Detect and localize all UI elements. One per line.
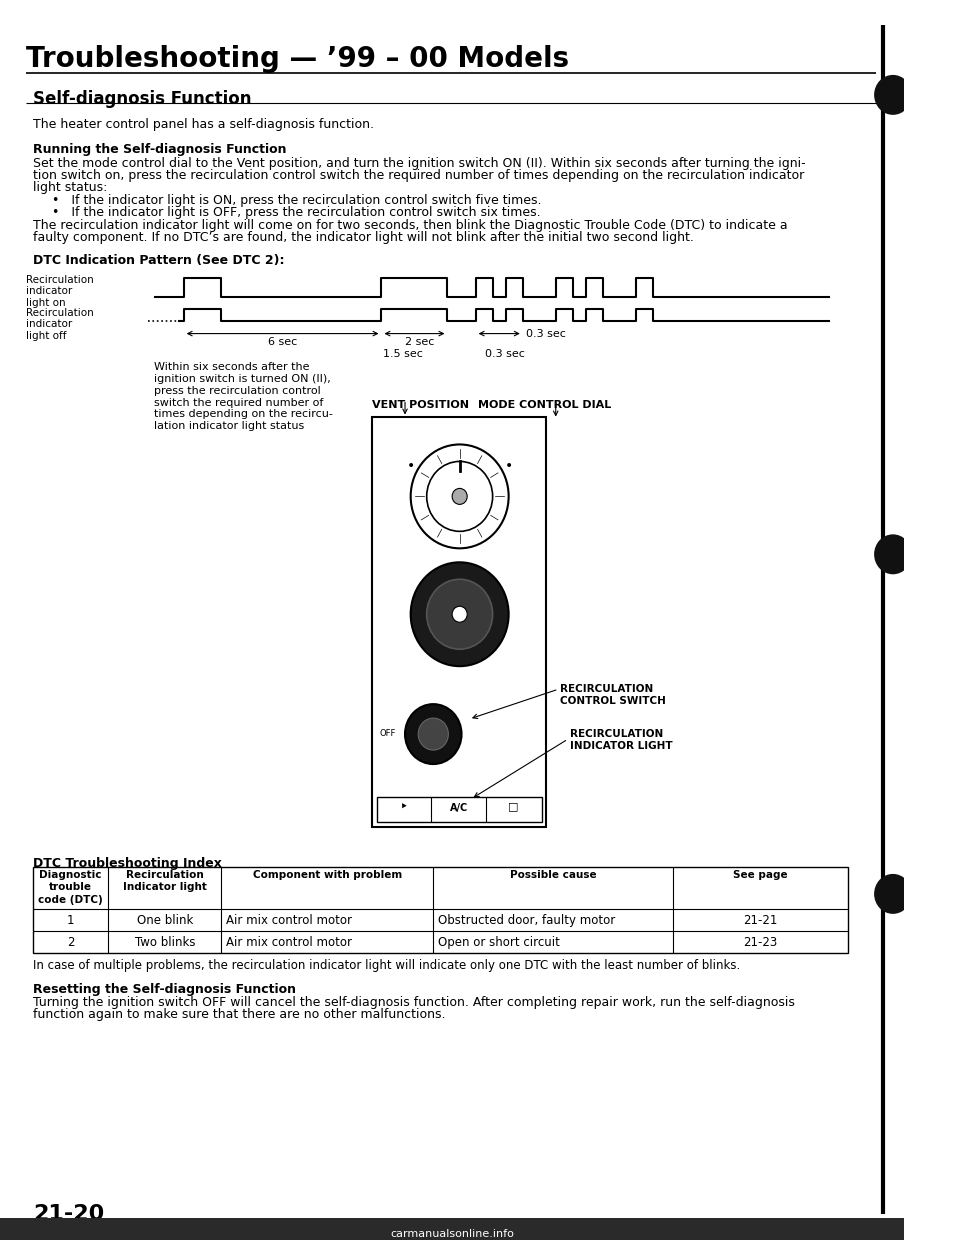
Bar — [372, 417, 546, 827]
Text: times depending on the recircu-: times depending on the recircu- — [154, 410, 332, 420]
Text: lation indicator light status: lation indicator light status — [154, 421, 303, 431]
Text: Self-diagnosis Function: Self-diagnosis Function — [33, 89, 252, 108]
Text: faulty component. If no DTC’s are found, the indicator light will not blink afte: faulty component. If no DTC’s are found,… — [33, 231, 694, 243]
Text: Recirculation
Indicator light: Recirculation Indicator light — [123, 869, 206, 892]
Text: Air mix control motor: Air mix control motor — [226, 935, 352, 949]
Text: switch the required number of: switch the required number of — [154, 397, 323, 407]
Text: Troubleshooting — ’99 – 00 Models: Troubleshooting — ’99 – 00 Models — [26, 45, 569, 73]
Bar — [0, 1218, 904, 1241]
Text: 21-21: 21-21 — [743, 914, 778, 927]
Text: carmanualsonline.info: carmanualsonline.info — [390, 1230, 514, 1240]
Text: DTC Troubleshooting Index: DTC Troubleshooting Index — [33, 857, 222, 869]
Text: Diagnostic
trouble
code (DTC): Diagnostic trouble code (DTC) — [38, 869, 103, 904]
Text: Set the mode control dial to the Vent position, and turn the ignition switch ON : Set the mode control dial to the Vent po… — [33, 156, 805, 170]
Text: Running the Self-diagnosis Function: Running the Self-diagnosis Function — [33, 143, 286, 155]
Text: The heater control panel has a self-diagnosis function.: The heater control panel has a self-diag… — [33, 118, 374, 130]
Text: 2: 2 — [67, 935, 74, 949]
Text: •   If the indicator light is ON, press the recirculation control switch five ti: • If the indicator light is ON, press th… — [52, 194, 541, 206]
Text: OFF: OFF — [379, 729, 396, 738]
Text: □: □ — [508, 801, 518, 811]
Text: •: • — [504, 460, 513, 473]
Text: A/C: A/C — [449, 804, 468, 814]
Text: Open or short circuit: Open or short circuit — [438, 935, 560, 949]
Text: See page: See page — [733, 869, 788, 879]
Text: DTC Indication Pattern (See DTC 2):: DTC Indication Pattern (See DTC 2): — [33, 253, 284, 267]
Text: ignition switch is turned ON (II),: ignition switch is turned ON (II), — [154, 374, 330, 384]
Text: MODE CONTROL DIAL: MODE CONTROL DIAL — [477, 400, 611, 410]
Circle shape — [452, 488, 468, 504]
Text: 21-23: 21-23 — [743, 935, 778, 949]
Text: The recirculation indicator light will come on for two seconds, then blink the D: The recirculation indicator light will c… — [33, 219, 787, 232]
Text: press the recirculation control: press the recirculation control — [154, 385, 321, 395]
Text: Within six seconds after the: Within six seconds after the — [154, 361, 309, 371]
Text: 1.5 sec: 1.5 sec — [383, 349, 423, 359]
Text: 21-20: 21-20 — [33, 1203, 105, 1223]
Text: Recirculation
indicator
light on: Recirculation indicator light on — [26, 274, 94, 308]
Text: One blink: One blink — [136, 914, 193, 927]
Bar — [33, 867, 848, 953]
Circle shape — [426, 462, 492, 532]
Text: RECIRCULATION
INDICATOR LIGHT: RECIRCULATION INDICATOR LIGHT — [570, 729, 673, 750]
Text: 0.3 sec: 0.3 sec — [485, 349, 525, 359]
Circle shape — [405, 704, 462, 764]
Text: ‣: ‣ — [400, 801, 408, 815]
Circle shape — [875, 75, 912, 114]
Text: RECIRCULATION
CONTROL SWITCH: RECIRCULATION CONTROL SWITCH — [561, 684, 666, 705]
Text: Two blinks: Two blinks — [134, 935, 195, 949]
Text: VENT POSITION: VENT POSITION — [372, 400, 469, 410]
Text: Turning the ignition switch OFF will cancel the self-diagnosis function. After c: Turning the ignition switch OFF will can… — [33, 996, 795, 1009]
Text: 6 sec: 6 sec — [269, 337, 298, 347]
Text: 2 sec: 2 sec — [405, 337, 435, 347]
Text: Obstructed door, faulty motor: Obstructed door, faulty motor — [438, 914, 615, 927]
Text: Component with problem: Component with problem — [252, 869, 402, 879]
Text: In case of multiple problems, the recirculation indicator light will indicate on: In case of multiple problems, the recirc… — [33, 959, 740, 971]
Text: function again to make sure that there are no other malfunctions.: function again to make sure that there a… — [33, 1007, 445, 1021]
Circle shape — [875, 874, 912, 914]
Text: light status:: light status: — [33, 181, 108, 194]
Circle shape — [419, 718, 448, 750]
Circle shape — [452, 606, 468, 622]
Circle shape — [411, 563, 509, 666]
Text: Resetting the Self-diagnosis Function: Resetting the Self-diagnosis Function — [33, 982, 296, 996]
Circle shape — [875, 534, 912, 574]
Text: •: • — [407, 460, 415, 473]
Text: Possible cause: Possible cause — [510, 869, 597, 879]
Text: tion switch on, press the recirculation control switch the required number of ti: tion switch on, press the recirculation … — [33, 169, 804, 181]
Circle shape — [426, 579, 492, 650]
Text: 1: 1 — [67, 914, 74, 927]
Circle shape — [411, 445, 509, 548]
Text: •   If the indicator light is OFF, press the recirculation control switch six ti: • If the indicator light is OFF, press t… — [52, 206, 540, 219]
Text: 0.3 sec: 0.3 sec — [525, 329, 565, 339]
Text: Recirculation
indicator
light off: Recirculation indicator light off — [26, 308, 94, 340]
Bar — [376, 797, 541, 822]
Text: Air mix control motor: Air mix control motor — [226, 914, 352, 927]
